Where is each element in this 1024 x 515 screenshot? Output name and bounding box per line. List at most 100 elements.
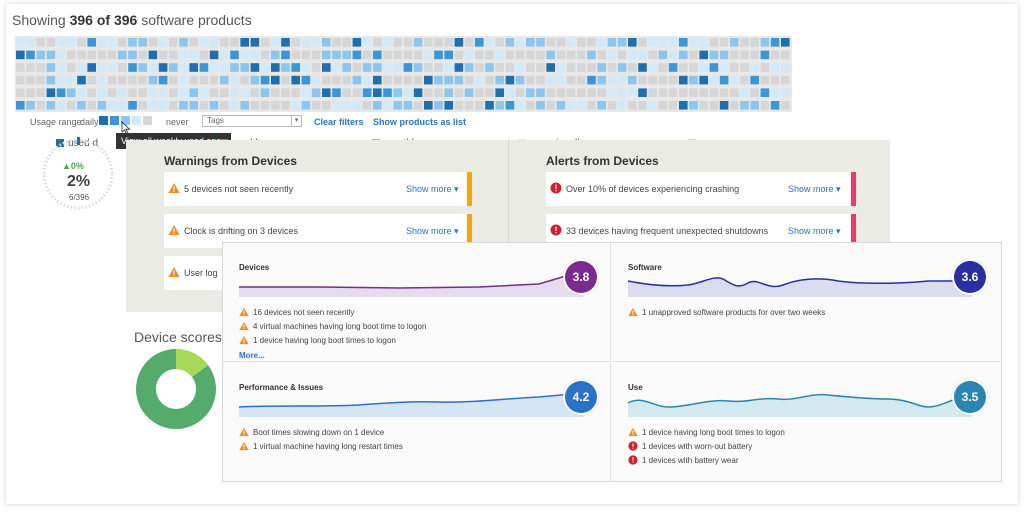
heatmap-cell[interactable]	[648, 75, 657, 85]
heatmap-cell[interactable]	[760, 63, 770, 72]
show-more-link[interactable]: Show more ▾	[406, 226, 459, 236]
heatmap-cell[interactable]	[536, 50, 545, 60]
heatmap-cell[interactable]	[699, 101, 708, 110]
heatmap-cell[interactable]	[424, 101, 433, 110]
heatmap-cell[interactable]	[689, 50, 698, 60]
heatmap-cell[interactable]	[577, 101, 586, 110]
heatmap-cell[interactable]	[699, 63, 708, 72]
heatmap-cell[interactable]	[16, 101, 25, 110]
heatmap-cell[interactable]	[373, 75, 382, 85]
heatmap-cell[interactable]	[362, 38, 372, 47]
heatmap-cell[interactable]	[138, 88, 147, 97]
heatmap-cell[interactable]	[342, 88, 351, 97]
heatmap-cell[interactable]	[148, 63, 158, 72]
heatmap-cell[interactable]	[577, 88, 586, 97]
heatmap-cell[interactable]	[750, 101, 759, 110]
heatmap-cell[interactable]	[760, 50, 770, 60]
heatmap-cell[interactable]	[658, 101, 668, 110]
heatmap-cell[interactable]	[740, 38, 749, 47]
heatmap-cell[interactable]	[332, 50, 341, 60]
heatmap-cell[interactable]	[169, 75, 178, 85]
heatmap-cell[interactable]	[750, 38, 759, 47]
heatmap-cell[interactable]	[628, 38, 637, 47]
heatmap-cell[interactable]	[301, 50, 311, 60]
heatmap-cell[interactable]	[87, 50, 96, 60]
heatmap-cell[interactable]	[158, 101, 168, 110]
heatmap-cell[interactable]	[281, 50, 290, 60]
heatmap-cell[interactable]	[301, 38, 311, 47]
heatmap-cell[interactable]	[107, 88, 117, 97]
heatmap-cell[interactable]	[679, 63, 688, 72]
heatmap-cell[interactable]	[495, 88, 504, 97]
heatmap-cell[interactable]	[322, 75, 331, 85]
heatmap-cell[interactable]	[740, 101, 749, 110]
heatmap-cell[interactable]	[362, 63, 372, 72]
heatmap-cell[interactable]	[536, 101, 545, 110]
heatmap-cell[interactable]	[209, 50, 219, 60]
heatmap-cell[interactable]	[526, 88, 535, 97]
heatmap-cell[interactable]	[128, 50, 137, 60]
heatmap-cell[interactable]	[16, 50, 25, 60]
heatmap-cell[interactable]	[291, 88, 300, 97]
heatmap-cell[interactable]	[332, 38, 341, 47]
heatmap-cell[interactable]	[16, 38, 25, 47]
heatmap-cell[interactable]	[107, 50, 117, 60]
heatmap-cell[interactable]	[281, 88, 290, 97]
heatmap-cell[interactable]	[118, 50, 127, 60]
heatmap-cell[interactable]	[107, 38, 117, 47]
heatmap-cell[interactable]	[413, 75, 423, 85]
heatmap-cell[interactable]	[179, 101, 188, 110]
heatmap-cell[interactable]	[352, 75, 362, 85]
heatmap-cell[interactable]	[679, 88, 688, 97]
heatmap-cell[interactable]	[301, 88, 311, 97]
heatmap-cell[interactable]	[311, 50, 321, 60]
devices-more-link[interactable]: More...	[239, 351, 265, 360]
heatmap-cell[interactable]	[628, 50, 637, 60]
heatmap-cell[interactable]	[118, 88, 127, 97]
heatmap-cell[interactable]	[628, 101, 637, 110]
heatmap-cell[interactable]	[424, 63, 433, 72]
heatmap-cell[interactable]	[342, 75, 351, 85]
range-swatch-monthly[interactable]	[121, 116, 130, 125]
heatmap-cell[interactable]	[128, 38, 137, 47]
heatmap-cell[interactable]	[444, 50, 453, 60]
heatmap-cell[interactable]	[648, 101, 657, 110]
heatmap-cell[interactable]	[424, 75, 433, 85]
heatmap-cell[interactable]	[495, 63, 504, 72]
heatmap-cell[interactable]	[107, 101, 117, 110]
heatmap-cell[interactable]	[373, 101, 382, 110]
heatmap-cell[interactable]	[56, 101, 66, 110]
heatmap-cell[interactable]	[36, 38, 45, 47]
heatmap-cell[interactable]	[781, 63, 790, 72]
heatmap-cell[interactable]	[658, 38, 668, 47]
heatmap-cell[interactable]	[97, 63, 107, 72]
heatmap-cell[interactable]	[770, 75, 780, 85]
heatmap-cell[interactable]	[781, 75, 790, 85]
heatmap-cell[interactable]	[128, 101, 137, 110]
heatmap-cell[interactable]	[495, 50, 504, 60]
heatmap-cell[interactable]	[770, 88, 780, 97]
heatmap-cell[interactable]	[566, 88, 576, 97]
heatmap-cell[interactable]	[434, 88, 443, 97]
heatmap-cell[interactable]	[189, 75, 198, 85]
heatmap-cell[interactable]	[383, 101, 392, 110]
heatmap-cell[interactable]	[311, 75, 321, 85]
heatmap-cell[interactable]	[668, 88, 678, 97]
heatmap-cell[interactable]	[648, 63, 657, 72]
heatmap-cell[interactable]	[546, 38, 555, 47]
heatmap-cell[interactable]	[230, 50, 239, 60]
heatmap-cell[interactable]	[475, 63, 484, 72]
heatmap-cell[interactable]	[617, 63, 627, 72]
heatmap-cell[interactable]	[719, 75, 729, 85]
heatmap-cell[interactable]	[607, 63, 617, 72]
heatmap-cell[interactable]	[56, 88, 66, 97]
heatmap-cell[interactable]	[46, 75, 56, 85]
heatmap-cell[interactable]	[424, 38, 433, 47]
heatmap-cell[interactable]	[169, 101, 178, 110]
heatmap-cell[interactable]	[107, 63, 117, 72]
heatmap-cell[interactable]	[638, 63, 647, 72]
heatmap-cell[interactable]	[46, 50, 56, 60]
heatmap-cell[interactable]	[679, 38, 688, 47]
heatmap-cell[interactable]	[617, 50, 627, 60]
heatmap-cell[interactable]	[730, 38, 739, 47]
